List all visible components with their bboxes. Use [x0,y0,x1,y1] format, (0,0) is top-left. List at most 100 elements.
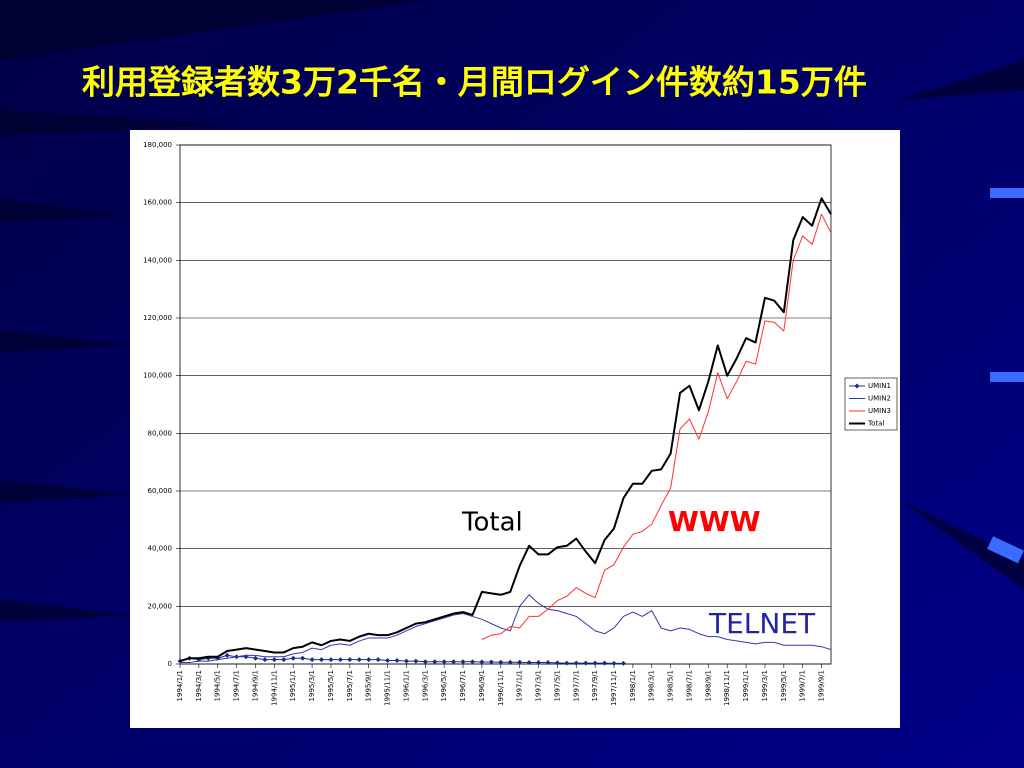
point [271,657,277,663]
point [536,660,542,666]
point [479,659,485,665]
x-tick-label: 1995/1/1 [289,670,297,701]
y-tick-label: 100,000 [143,372,172,380]
point [441,659,447,665]
point [573,660,579,666]
y-tick-label: 180,000 [143,141,172,149]
x-tick-label: 1994/7/1 [233,670,241,701]
point [337,657,343,663]
x-tick-label: 1995/11/1 [384,670,392,706]
x-tick-label: 1996/9/1 [478,670,486,701]
point [375,657,381,663]
point [252,655,258,661]
point [602,660,608,666]
x-tick-label: 1996/1/1 [402,670,410,701]
x-tick-label: 1995/5/1 [327,670,335,701]
legend [844,377,898,431]
point [328,657,334,663]
point [592,660,598,666]
point [281,657,287,663]
series-line [481,213,832,640]
point [319,657,325,663]
x-tick-label: 1996/3/1 [421,670,429,701]
x-tick-label: 1999/3/1 [761,670,769,701]
stripes [0,0,1024,622]
x-tick-label: 1994/11/1 [270,670,278,706]
x-tick-label: 1998/1/1 [629,670,637,701]
x-tick-label: 1999/5/1 [780,670,788,701]
legend-label: Total [867,420,884,428]
point [583,660,589,666]
plot-area [179,144,832,665]
x-tick-label: 1996/7/1 [459,670,467,701]
accents [987,188,1024,564]
point [517,659,523,665]
x-tick-label: 1997/5/1 [553,670,561,701]
series-line [180,594,832,664]
x-tick-label: 1997/1/1 [516,670,524,701]
x-tick-label: 1998/7/1 [685,670,693,701]
chart-title: 利用登録者数3万2千名・月間ログイン件数約15万件 [82,63,867,102]
point [347,657,353,663]
y-tick-label: 160,000 [143,199,172,207]
y-tick-label: 140,000 [143,256,172,264]
point [290,655,296,661]
point [422,659,428,665]
x-tick-label: 1997/9/1 [591,670,599,701]
x-tick-label: 1998/3/1 [648,670,656,701]
x-tick-label: 1997/7/1 [572,670,580,701]
x-tick-label: 1994/3/1 [195,670,203,701]
annotation: Total [461,508,523,538]
point [611,660,617,666]
point [224,652,230,658]
annotation: WWW [668,505,761,538]
point [451,659,457,665]
point [620,660,626,666]
x-tick-label: 1999/1/1 [742,670,750,701]
legend-label: UMIN2 [868,395,891,403]
point [403,658,409,664]
legend-label: UMIN3 [868,407,891,415]
x-tick-label: 1995/7/1 [346,670,354,701]
x-tick-label: 1994/9/1 [251,670,259,701]
point [545,660,551,666]
point [413,658,419,664]
point [356,657,362,663]
annotation: TELNET [708,607,816,640]
y-tick-label: 60,000 [148,487,173,495]
point [498,659,504,665]
x-tick-label: 1994/5/1 [214,670,222,701]
point [366,657,372,663]
x-tick-label: 1998/9/1 [704,670,712,701]
point [460,659,466,665]
y-tick-label: 120,000 [143,314,172,322]
x-tick-label: 1996/5/1 [440,670,448,701]
x-tick-label: 1995/9/1 [365,670,373,701]
y-tick-label: 40,000 [148,545,173,553]
point [488,659,494,665]
y-tick-label: 0 [168,660,172,668]
point [564,660,570,666]
x-tick-label: 1998/5/1 [667,670,675,701]
x-tick-label: 1999/7/1 [799,670,807,701]
legend-marker [854,383,860,389]
point [554,660,560,666]
y-tick-label: 80,000 [148,429,173,437]
point [300,655,306,661]
point [432,659,438,665]
point [507,659,513,665]
series-line [179,197,832,663]
point [469,659,475,665]
x-tick-label: 1996/11/1 [497,670,505,706]
point [385,658,391,664]
point [526,660,532,666]
point [262,657,268,663]
point [394,658,400,664]
x-tick-label: 1997/11/1 [610,670,618,706]
x-tick-label: 1995/3/1 [308,670,316,701]
x-tick-label: 1999/9/1 [818,670,826,701]
y-tick-label: 20,000 [148,602,173,610]
point [309,657,315,663]
